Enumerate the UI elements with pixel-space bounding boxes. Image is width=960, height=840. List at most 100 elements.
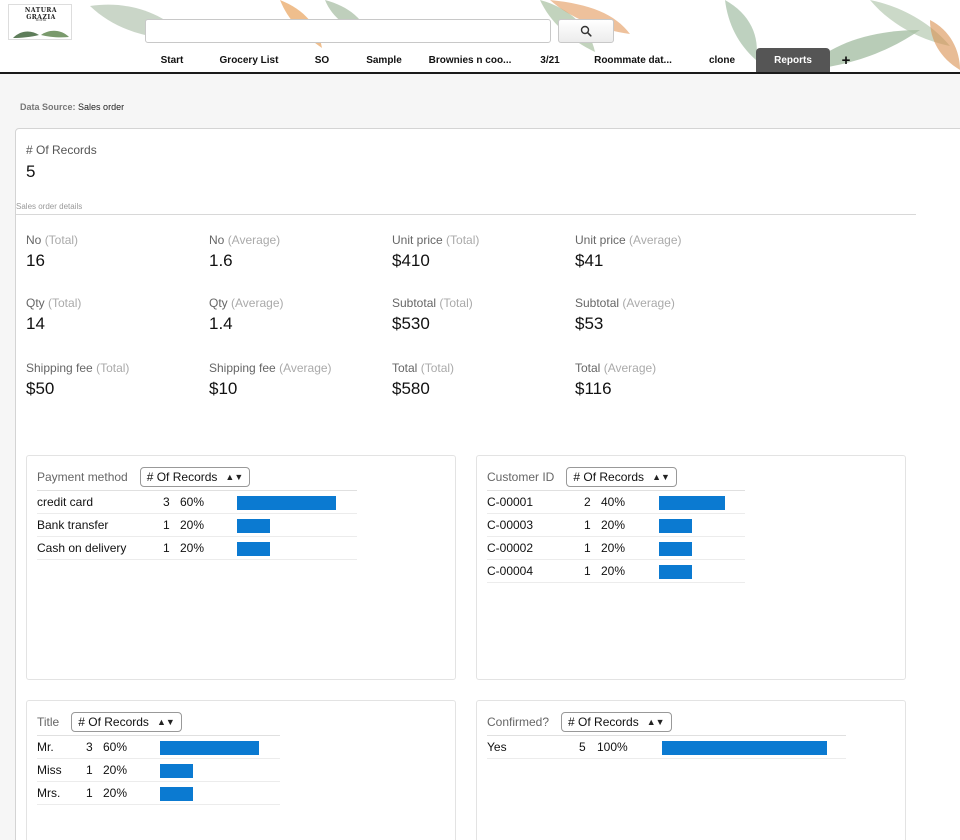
row-label: Mrs. [37, 786, 61, 800]
table-row: C-00002 1 20% [487, 537, 745, 560]
measure-select-value: # Of Records [568, 715, 639, 729]
row-label: C-00002 [487, 541, 534, 555]
tab-reports[interactable]: Reports [756, 48, 830, 72]
row-bar [160, 764, 193, 778]
data-source: Data Source: Sales order [20, 102, 124, 112]
widget-customer-id: Customer ID # Of Records ▲▼ C-00001 2 40%… [476, 455, 906, 680]
measure-select[interactable]: # Of Records ▲▼ [139, 467, 251, 487]
metric-name: No [209, 233, 225, 247]
metric-qty-total: Qty (Total) 14 [26, 296, 201, 334]
measure-select[interactable]: # Of Records ▲▼ [566, 467, 677, 487]
row-bar [659, 565, 692, 579]
report-card: # Of Records 5 Sales order details No (T… [15, 128, 960, 840]
widget-title: Title # Of Records ▲▼ Mr. 3 60% Miss 1 20… [26, 700, 456, 840]
tab-roommate-data[interactable]: Roommate dat... [594, 54, 672, 66]
metric-unit-price-total: Unit price (Total) $410 [392, 233, 567, 271]
table-row: Bank transfer 1 20% [37, 514, 357, 537]
widget-payment-method: Payment method # Of Records ▲▼ credit car… [26, 455, 456, 680]
metric-no-average: No (Average) 1.6 [209, 233, 384, 271]
tab-grocery-list[interactable]: Grocery List [219, 54, 279, 66]
row-bar [659, 542, 692, 556]
metric-qty-average: Qty (Average) 1.4 [209, 296, 384, 334]
row-percent: 20% [103, 763, 128, 777]
metric-agg: (Average) [227, 233, 281, 247]
metric-agg: (Total) [446, 233, 480, 247]
measure-select-value: # Of Records [78, 715, 149, 729]
search-button[interactable] [558, 19, 614, 43]
widget-confirmed: Confirmed? # Of Records ▲▼ Yes 5 100% [476, 700, 906, 840]
row-bar [160, 741, 259, 755]
metric-name: Subtotal [575, 296, 620, 310]
metric-agg: (Average) [603, 361, 657, 375]
tab-start[interactable]: Start [160, 54, 184, 66]
select-arrows-icon: ▲▼ [652, 472, 670, 482]
measure-select[interactable]: # Of Records ▲▼ [71, 712, 182, 732]
tab-clone[interactable]: clone [708, 54, 736, 66]
row-percent: 60% [103, 740, 128, 754]
metric-value: $530 [392, 314, 430, 333]
measure-select[interactable]: # Of Records ▲▼ [561, 712, 672, 732]
table-row: Yes 5 100% [487, 736, 846, 759]
row-label: Miss [37, 763, 62, 777]
row-label: Cash on delivery [37, 541, 127, 555]
metric-name: Shipping fee [209, 361, 276, 375]
row-count: 3 [86, 740, 93, 754]
row-count: 1 [584, 564, 591, 578]
row-bar [659, 519, 692, 533]
row-percent: 20% [103, 786, 128, 800]
row-bar [237, 542, 270, 556]
tab-sample[interactable]: Sample [366, 54, 402, 66]
metric-value: 1.6 [209, 251, 233, 270]
row-percent: 100% [597, 740, 628, 754]
logo-leaves-icon [13, 30, 69, 38]
metric-total-average: Total (Average) $116 [575, 361, 750, 399]
row-label: C-00003 [487, 518, 534, 532]
tab-bar: Start Grocery List SO Sample Brownies n … [140, 48, 862, 72]
row-bar [237, 496, 336, 510]
row-bar [659, 496, 725, 510]
select-arrows-icon: ▲▼ [156, 717, 175, 727]
logo-title: NATURA GRAZIA [24, 7, 58, 21]
widget-header-divider [487, 490, 745, 491]
metric-unit-price-average: Unit price (Average) $41 [575, 233, 750, 271]
tab-3-21[interactable]: 3/21 [540, 54, 560, 66]
row-label: Bank transfer [37, 518, 109, 532]
metric-agg: (Average) [629, 233, 682, 247]
add-tab-button[interactable]: + [841, 51, 851, 69]
section-divider [16, 214, 916, 215]
metric-name: Total [392, 361, 418, 375]
metric-value: 1.4 [209, 314, 233, 333]
widget-field-label: Payment method [37, 470, 128, 484]
search-input[interactable] [145, 19, 551, 43]
brand-logo: NATURA GRAZIA floral [8, 4, 72, 40]
row-bar [237, 519, 270, 533]
row-count: 2 [584, 495, 591, 509]
row-label: C-00001 [487, 495, 534, 509]
metric-value: $50 [26, 379, 55, 398]
metric-agg: (Average) [279, 361, 332, 375]
table-row: Mrs. 1 20% [37, 782, 280, 805]
metric-value: $10 [209, 379, 238, 398]
row-percent: 20% [601, 564, 626, 578]
metric-name: No [26, 233, 42, 247]
row-label: Mr. [37, 740, 54, 754]
records-value: 5 [26, 162, 36, 181]
row-count: 1 [584, 518, 591, 532]
widget-field-label: Confirmed? [487, 715, 550, 729]
select-arrows-icon: ▲▼ [646, 717, 665, 727]
metric-name: Qty [209, 296, 228, 310]
measure-select-value: # Of Records [573, 470, 645, 484]
metric-agg: (Total) [439, 296, 473, 310]
table-row: Mr. 3 60% [37, 736, 280, 759]
row-label: C-00004 [487, 564, 534, 578]
row-count: 3 [163, 495, 170, 509]
widget-header-divider [37, 490, 357, 491]
tab-brownies[interactable]: Brownies n coo... [428, 54, 512, 66]
metric-name: Subtotal [392, 296, 437, 310]
tab-so[interactable]: SO [314, 54, 330, 66]
row-bar [160, 787, 193, 801]
table-row: Miss 1 20% [37, 759, 280, 782]
row-percent: 20% [180, 541, 205, 555]
metric-name: Total [575, 361, 601, 375]
row-percent: 20% [601, 541, 626, 555]
